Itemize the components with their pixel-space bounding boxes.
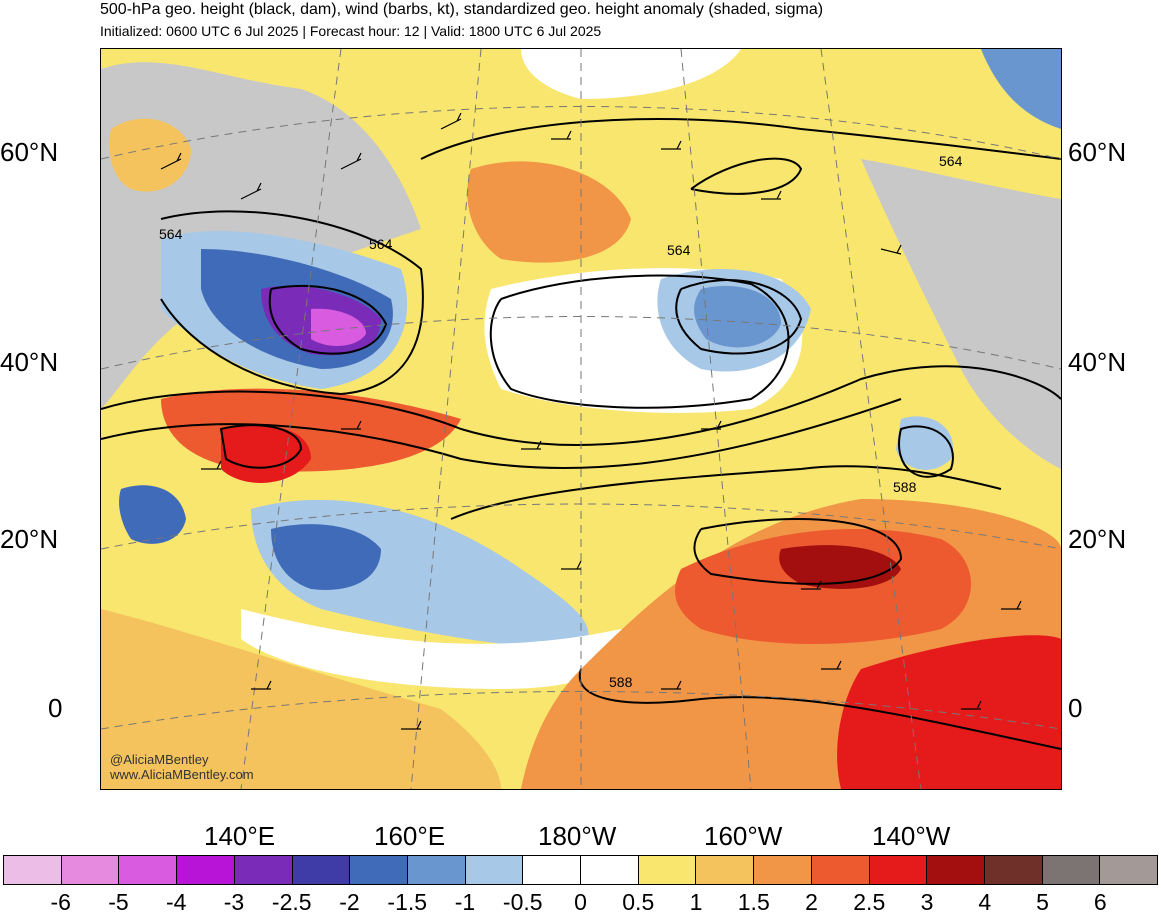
colorbar-label: 6: [1093, 889, 1107, 915]
colorbar-label: 1: [689, 889, 703, 915]
colorbar-swatch: [177, 856, 235, 884]
colorbar-label: -6: [50, 889, 71, 915]
gray-region-northeast: [861, 159, 1061, 469]
colorbar-label: -2.5: [271, 889, 312, 915]
contour-label-2: 564: [369, 236, 393, 252]
colorbar-swatch: [292, 856, 351, 884]
blue-cutoff-japan-south: [119, 485, 186, 544]
colorbar-swatch: [1042, 856, 1101, 884]
colorbar-label: 2.5: [853, 889, 886, 915]
colorbar-label: -1: [454, 889, 476, 915]
colorbar-swatch: [638, 856, 697, 884]
colorbar-label: 3: [920, 889, 934, 915]
colorbar-label: 0: [574, 889, 587, 915]
orange-southwest: [101, 609, 501, 789]
contour-alaska-low: [675, 279, 803, 355]
contour-label-4: 564: [939, 153, 963, 169]
chart-subtitle: Initialized: 0600 UTC 6 Jul 2025 | Forec…: [100, 23, 602, 39]
colorbar-label: -3: [223, 889, 245, 915]
map-graphic: 564 564 564 564 588 588: [101, 49, 1061, 789]
credit-url: www.AliciaMBentley.com: [110, 767, 254, 782]
colorbar-swatch: [234, 856, 293, 884]
lat-label-0-left: 0: [48, 693, 63, 723]
lon-label-160e: 160°E: [374, 821, 446, 851]
colorbar-swatch: [350, 856, 408, 884]
lat-label-40n-right: 40°N: [1068, 347, 1127, 377]
contour-japan-high: [219, 424, 303, 469]
magenta-center-west: [311, 308, 366, 346]
colorbar-label: 1.5: [737, 889, 770, 915]
red-southeast: [837, 635, 1061, 789]
colorbar-swatch: [984, 856, 1043, 884]
colorbar-swatch: [581, 856, 639, 884]
colorbar-swatch: [927, 856, 985, 884]
contour-588-subtropic: [450, 465, 1002, 520]
contour-588-south: [578, 668, 1061, 750]
lat-label-60n-right: 60°N: [1068, 137, 1127, 167]
colorbar-label: 4: [978, 889, 992, 915]
colorbar-swatch: [811, 856, 870, 884]
credit-handle: @AliciaMBentley: [110, 752, 209, 767]
colorbar-label: -0.5: [502, 889, 543, 915]
lon-label-160w: 160°W: [704, 821, 783, 851]
orange-patch-north: [467, 161, 631, 263]
colorbar-swatch: [4, 856, 62, 884]
colorbar-label: 5: [1036, 889, 1049, 915]
colorbar-swatch: [119, 856, 178, 884]
white-tropical-band: [241, 609, 626, 689]
colorbar-label: 0.5: [622, 889, 655, 915]
colorbar-label: -4: [166, 889, 187, 915]
white-top-center: [521, 49, 741, 99]
colorbar-swatch: [869, 856, 928, 884]
colorbar-label: -5: [108, 889, 129, 915]
colorbar-swatch: [407, 856, 466, 884]
blue-core-tropics: [271, 524, 381, 590]
colorbar-label: -1.5: [387, 889, 428, 915]
contour-cutoff-east: [898, 425, 954, 478]
anomaly-map: 564 564 564 564 588 588: [100, 48, 1062, 790]
blue-low-east: [896, 416, 953, 470]
contour-576-band: [101, 365, 1061, 446]
chart-title: 500-hPa geo. height (black, dam), wind (…: [100, 1, 824, 18]
colorbar-swatch: [696, 856, 755, 884]
colorbar-label: -2: [339, 889, 360, 915]
colorbar: [3, 855, 1158, 885]
contour-center-low: [489, 274, 790, 409]
lat-label-40n-left: 40°N: [0, 347, 59, 377]
colorbar-swatch: [465, 856, 524, 884]
contour-label-1: 564: [159, 226, 183, 242]
wind-barbs: [160, 112, 1022, 730]
lat-label-20n-left: 20°N: [0, 524, 59, 554]
gridline-lon-160e: [410, 49, 482, 789]
colorbar-swatch: [61, 856, 120, 884]
lat-label-60n-left: 60°N: [0, 137, 59, 167]
contour-564-west: [160, 210, 424, 396]
blue-core-alaska: [694, 285, 781, 348]
gridline-lon-160w: [680, 49, 752, 789]
contour-label-3: 564: [667, 242, 691, 258]
contour-582-band: [101, 398, 902, 470]
lon-label-140e: 140°E: [204, 821, 276, 851]
contour-570-ring: [690, 157, 803, 195]
colorbar-swatch: [523, 856, 582, 884]
contour-588-high-east: [693, 518, 903, 585]
orange-patch-northwest: [109, 118, 191, 192]
gridline-lat-0: [101, 691, 1061, 730]
blue-northeast-corner: [981, 49, 1061, 129]
colorbar-label: 2: [805, 889, 818, 915]
lat-label-0-right: 0: [1068, 693, 1083, 723]
gridline-lon-140e: [240, 49, 342, 789]
colorbar-swatch: [1100, 856, 1158, 884]
contour-label-5: 588: [893, 479, 917, 495]
colorbar-swatch: [754, 856, 812, 884]
lon-label-180w: 180°W: [538, 821, 617, 851]
contour-label-6: 588: [609, 674, 633, 690]
contour-564-north: [420, 118, 1061, 160]
lat-label-20n-right: 20°N: [1068, 524, 1127, 554]
lon-label-140w: 140°W: [872, 821, 951, 851]
contour-west-low: [268, 285, 388, 355]
gridline-lon-140w: [820, 49, 922, 789]
